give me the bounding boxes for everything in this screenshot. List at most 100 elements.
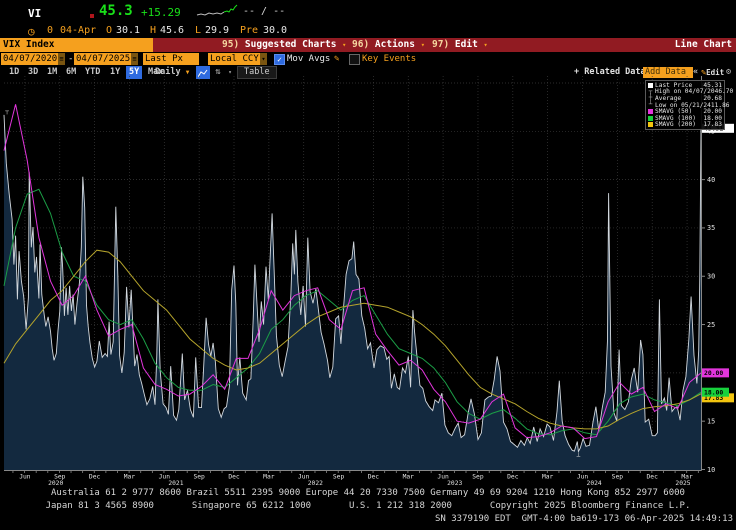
legend-label: High on 04/07/20 bbox=[655, 88, 715, 96]
svg-text:15: 15 bbox=[707, 417, 715, 425]
svg-text:2025: 2025 bbox=[675, 480, 690, 487]
svg-text:17.83: 17.83 bbox=[704, 394, 723, 402]
svg-text:Sep: Sep bbox=[472, 474, 484, 481]
legend-row: SMAVG (100) 18.00 bbox=[648, 115, 722, 122]
legend-swatch-icon bbox=[648, 109, 653, 115]
chevron-down-icon: ▾ bbox=[420, 41, 425, 49]
terminal-footer: Australia 61 2 9777 8600 Brazil 5511 239… bbox=[0, 487, 736, 526]
chevron-down-icon: ▼ bbox=[185, 69, 190, 76]
svg-text:┴: ┴ bbox=[576, 453, 581, 461]
svg-text:2022: 2022 bbox=[308, 480, 323, 487]
chevron-down-icon: ▾ bbox=[483, 41, 488, 49]
svg-text:Sep: Sep bbox=[612, 474, 624, 481]
date-to-input[interactable]: 04/07/2025 bbox=[74, 53, 133, 65]
period-1m[interactable]: 1M bbox=[47, 67, 58, 77]
mini-sparkline-icon bbox=[196, 4, 238, 16]
svg-text:10: 10 bbox=[707, 466, 715, 474]
svg-text:Sep: Sep bbox=[193, 474, 205, 481]
line-chart-type-icon[interactable] bbox=[196, 66, 210, 79]
svg-text:Jun: Jun bbox=[298, 474, 310, 481]
legend-value: 11.86 bbox=[710, 101, 730, 109]
svg-text:30: 30 bbox=[707, 273, 715, 281]
svg-text:Mar: Mar bbox=[124, 474, 136, 481]
footer-session-info: SN 3379190 EDT GMT-4:00 ba619-173 06-Apr… bbox=[434, 514, 733, 524]
frequency-select[interactable]: Daily ▼ bbox=[155, 67, 190, 77]
compare-sort-icon[interactable]: ⇅ bbox=[215, 67, 221, 77]
bid-ask-range: -- / -- bbox=[243, 6, 286, 17]
svg-text:Jun: Jun bbox=[19, 474, 31, 481]
svg-text:25: 25 bbox=[707, 321, 715, 329]
open-value: 30.1 bbox=[116, 25, 141, 36]
legend-row: ┴ Low on 05/21/24 11.86 bbox=[648, 101, 730, 109]
menu-actions[interactable]: 96) Actions ▾ bbox=[352, 39, 425, 50]
calendar-icon[interactable]: ≡ bbox=[58, 53, 65, 65]
svg-text:Dec: Dec bbox=[89, 474, 101, 481]
legend-label: SMAVG (200) bbox=[655, 121, 696, 129]
date-from-input[interactable]: 04/07/2020 bbox=[1, 53, 60, 65]
svg-text:35: 35 bbox=[707, 224, 715, 232]
series-lines: ┬┴ bbox=[3, 104, 702, 471]
key-events-checkbox[interactable] bbox=[349, 54, 360, 65]
legend-row: ┬ High on 04/07/20 46.70 bbox=[648, 87, 734, 96]
calendar-icon[interactable]: ≡ bbox=[131, 53, 138, 65]
collapse-icon[interactable]: « bbox=[693, 67, 699, 77]
period-ytd[interactable]: YTD bbox=[85, 67, 101, 77]
session-stats-row: ◷ 0 04-Apr O 30.1 H 45.6 L 29.9 Pre 30.0 bbox=[0, 24, 736, 38]
quote-header: VI 45.3 +15.29 -- / -- bbox=[0, 0, 736, 24]
period-bar: 1D 3D 1M 6M YTD 1Y 5Y Max Daily ▼ ⇅ ▾ Table + R… bbox=[0, 66, 736, 91]
svg-text:Sep: Sep bbox=[54, 474, 66, 481]
delayed-clock-icon: ◷ bbox=[28, 25, 35, 38]
period-max[interactable]: Max bbox=[148, 67, 164, 77]
chart-legend: Last Price 45.31 ┬ High on 04/07/20 46.70 ┼ Av… bbox=[645, 80, 734, 131]
footer-contact-line2: Japan 81 3 4565 8900 Singapore 65 6212 1… bbox=[45, 501, 691, 511]
gear-icon[interactable]: ⚙ bbox=[726, 67, 732, 77]
session-date: 04-Apr bbox=[60, 25, 97, 36]
menu-bar: VIX Index 95) Suggested Charts ▾ 96) Act… bbox=[0, 38, 736, 52]
key-events-label: Key Events bbox=[362, 54, 417, 64]
table-button[interactable]: Table bbox=[237, 66, 277, 79]
mov-avgs-checkbox[interactable]: ✓ bbox=[274, 54, 285, 65]
svg-text:2023: 2023 bbox=[447, 480, 462, 487]
svg-text:2024: 2024 bbox=[587, 480, 602, 487]
open-label: O bbox=[106, 25, 113, 36]
menu-suggested-charts[interactable]: 95) Suggested Charts ▾ bbox=[222, 39, 347, 50]
footer-contact-line1: Australia 61 2 9777 8600 Brazil 5511 239… bbox=[51, 488, 685, 498]
svg-text:2021: 2021 bbox=[168, 480, 183, 487]
session-flag: 0 bbox=[47, 25, 54, 36]
period-5y[interactable]: 5Y bbox=[126, 66, 143, 79]
legend-swatch-icon bbox=[648, 122, 653, 128]
currency-select[interactable]: Local CCY bbox=[208, 53, 262, 65]
mov-avgs-label: Mov Avgs bbox=[287, 54, 331, 64]
legend-value: 46.70 bbox=[714, 88, 734, 96]
add-data-input[interactable]: Add Data bbox=[643, 67, 693, 78]
chevron-down-icon[interactable]: ▾ bbox=[228, 69, 232, 76]
menu-edit[interactable]: 97) Edit ▾ bbox=[432, 39, 488, 50]
chart-toolbar: 04/07/2020 ≡ - 04/07/2025 ≡ Last Px Loca… bbox=[0, 52, 736, 66]
legend-row: SMAVG (200) 17.83 bbox=[648, 121, 722, 129]
legend-label: SMAVG (50) bbox=[655, 108, 693, 116]
avg-marker-icon: ┼ bbox=[648, 94, 653, 102]
low-marker-icon: ┴ bbox=[648, 101, 653, 109]
svg-text:20.00: 20.00 bbox=[704, 369, 723, 377]
last-price: 45.3 bbox=[99, 3, 133, 19]
security-field[interactable]: VIX Index bbox=[0, 38, 153, 52]
svg-text:Dec: Dec bbox=[368, 474, 380, 481]
chevron-down-icon[interactable]: ▾ bbox=[260, 53, 267, 65]
period-3d[interactable]: 3D bbox=[28, 67, 39, 77]
chart-type-title: Line Chart bbox=[674, 39, 732, 50]
svg-text:Jun: Jun bbox=[159, 474, 171, 481]
period-1d[interactable]: 1D bbox=[9, 67, 20, 77]
high-marker-icon: ┬ bbox=[648, 87, 653, 95]
price-type-select[interactable]: Last Px bbox=[143, 53, 199, 65]
legend-row: SMAVG (50) 20.00 bbox=[648, 108, 722, 115]
high-value: 45.6 bbox=[160, 25, 185, 36]
legend-value: 17.83 bbox=[703, 121, 722, 129]
price-down-dot-icon bbox=[90, 14, 94, 18]
legend-label: Last Price bbox=[655, 81, 693, 89]
period-1y[interactable]: 1Y bbox=[110, 67, 121, 77]
pencil-icon[interactable]: ✎ bbox=[334, 54, 340, 64]
svg-text:Dec: Dec bbox=[647, 474, 659, 481]
svg-text:Jun: Jun bbox=[437, 474, 449, 481]
period-6m[interactable]: 6M bbox=[66, 67, 77, 77]
